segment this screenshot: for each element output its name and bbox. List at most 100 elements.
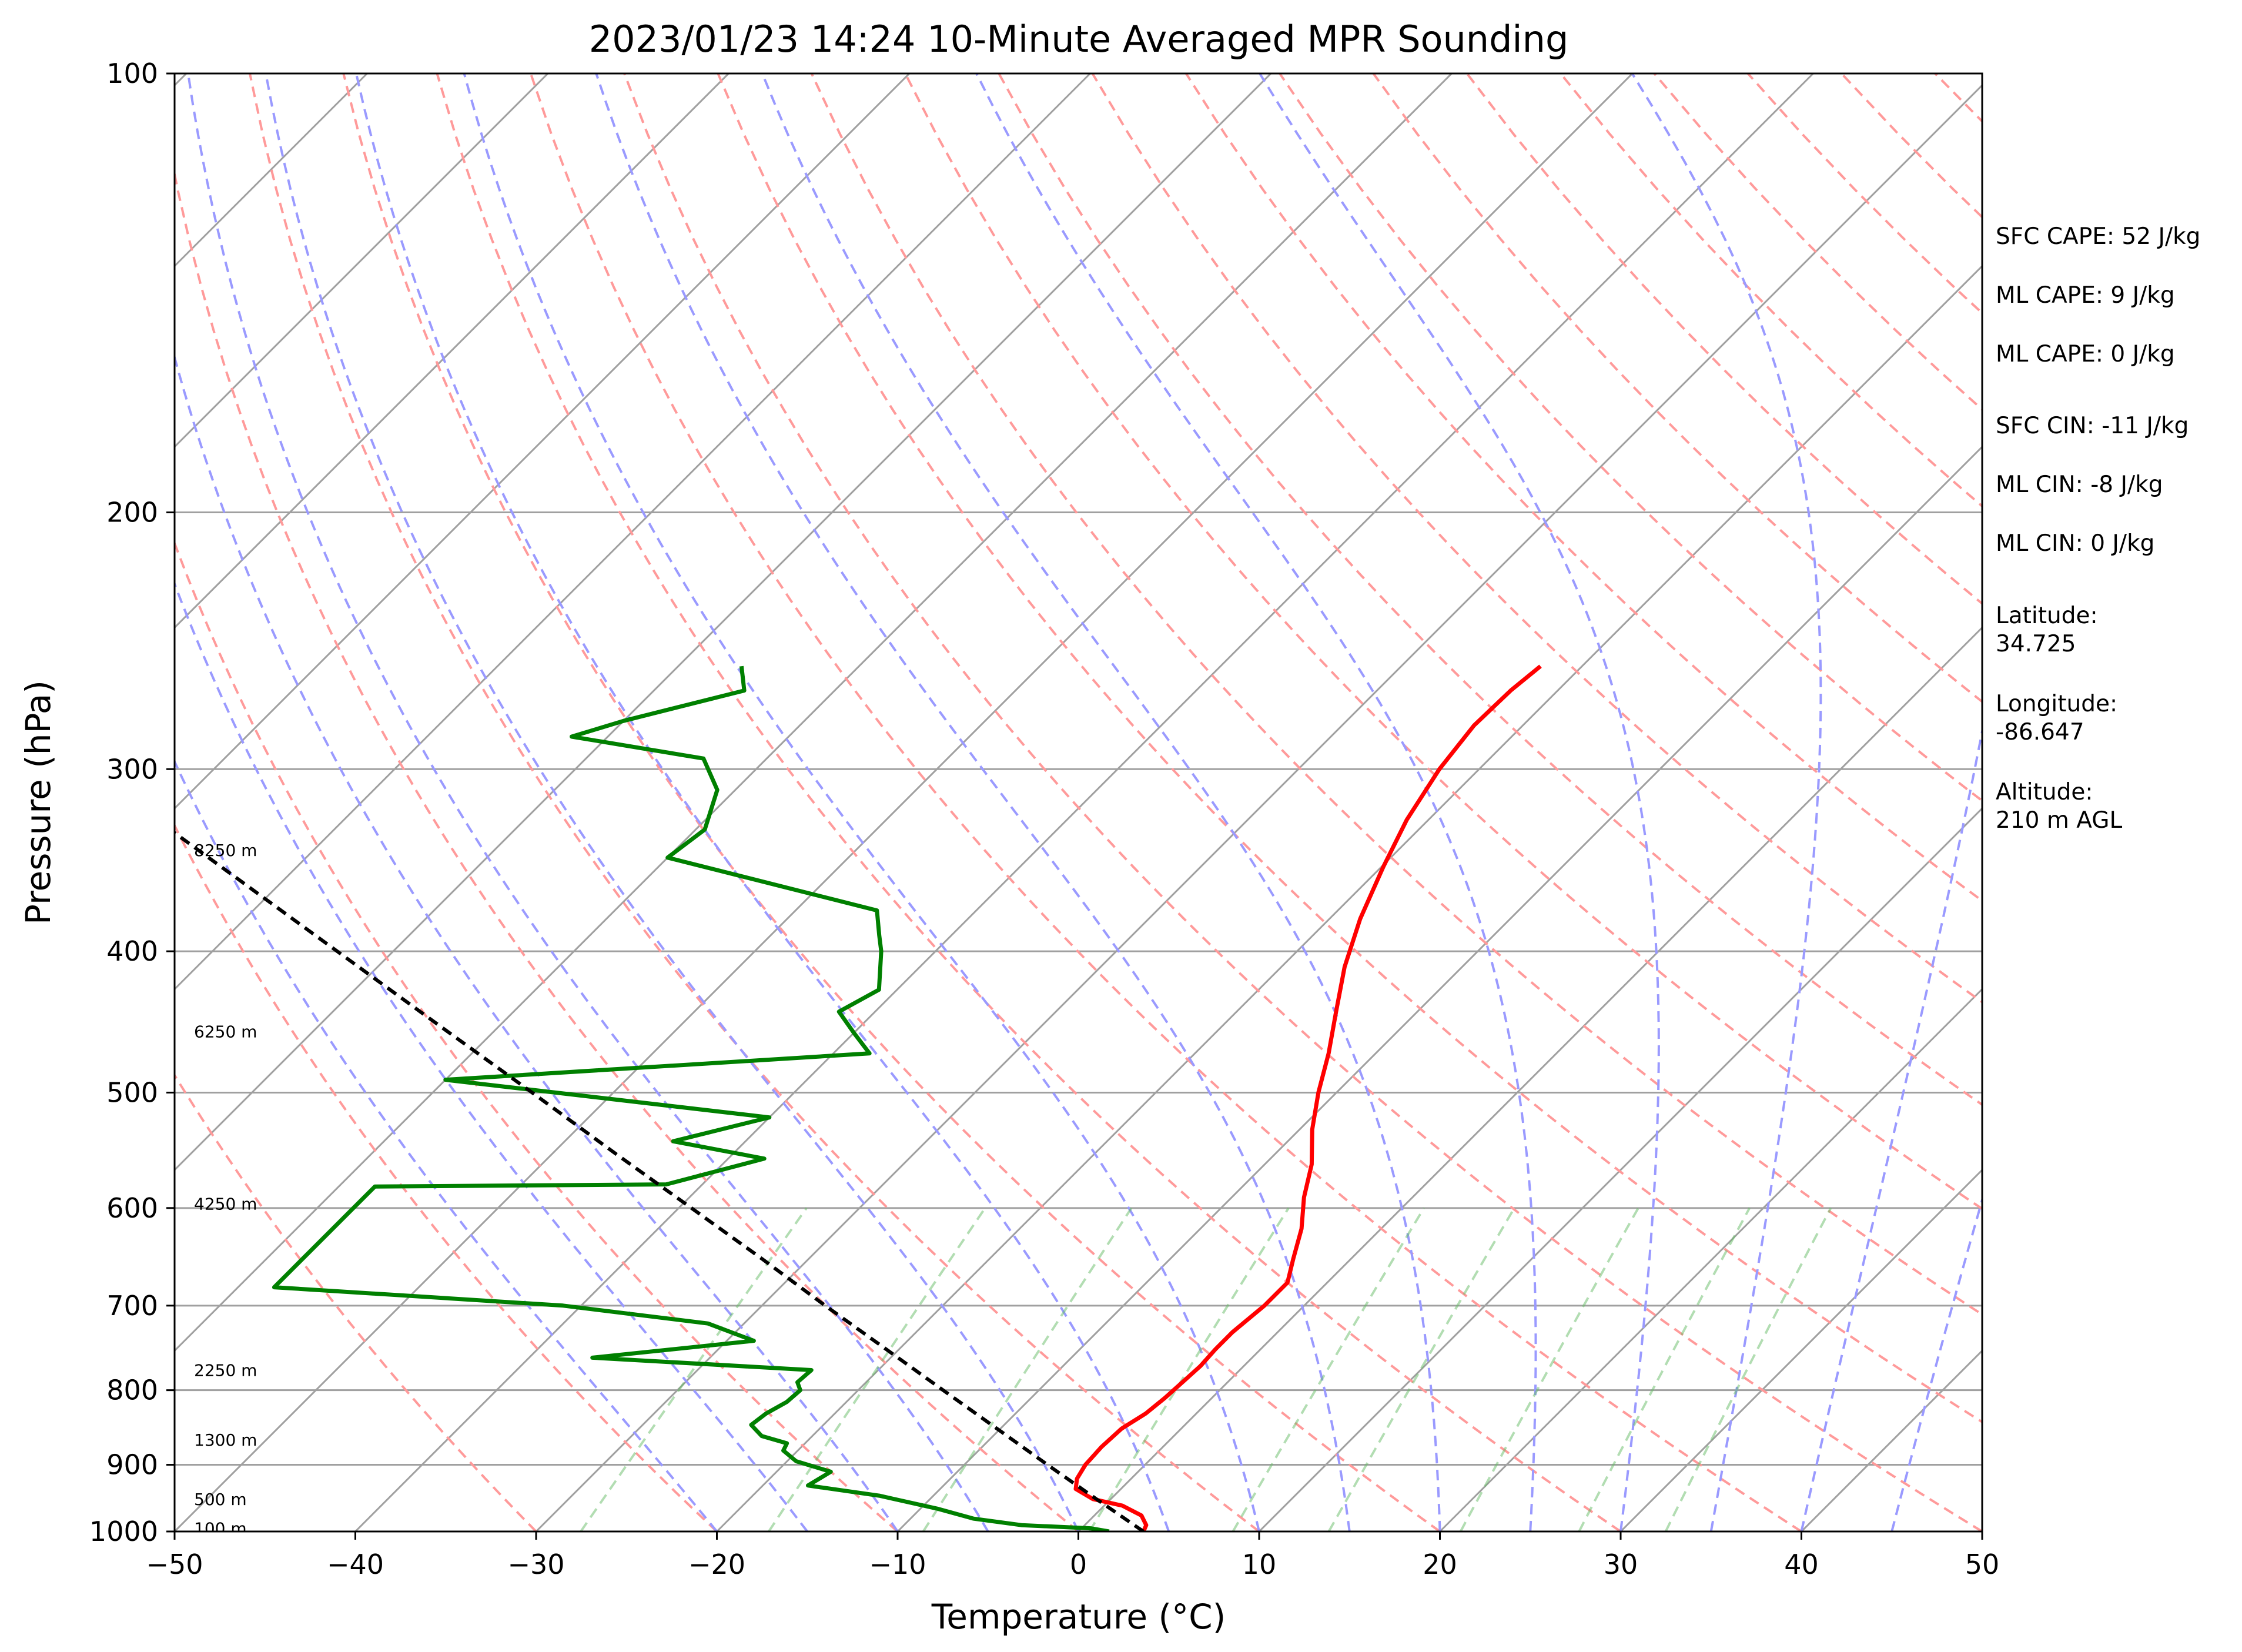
mixing-ratio-line [768,1207,986,1531]
moist-adiabat-line [355,73,1170,1531]
isotherm-line [175,73,1634,1531]
latitude-label: Latitude: [1996,603,2098,629]
dry-adiabat-line [175,822,718,1531]
y-tick-label: 900 [106,1449,158,1481]
moist-adiabat-line [1890,1195,1982,1531]
x-tick-label: 50 [1965,1549,2000,1580]
isotherm-line [354,73,1814,1531]
sounding-profiles [175,664,1542,1531]
longitude-value: -86.647 [1996,719,2084,745]
mixing-ratio-line [1459,1207,1639,1531]
dry-adiabat-line [1372,73,1982,704]
dry-adiabat-line [436,73,1622,1531]
height-label: 6250 m [194,1022,257,1041]
y-tick-label: 700 [106,1290,158,1322]
moist-adiabat-line [761,73,1441,1531]
moist-adiabat-line [1800,725,1982,1531]
skewed-isotherms [175,73,1982,1531]
x-tick-label: −50 [146,1549,203,1580]
height-label: 8250 m [194,841,257,860]
isotherm-line [1258,807,1982,1531]
dry-adiabat-line [1279,73,1982,802]
y-axis-label: Pressure (hPa) [18,680,58,925]
y-tick-label: 300 [106,753,158,785]
moist-adiabat-line [175,580,808,1531]
parcel-profile [175,830,1145,1531]
dry-adiabat-line [904,73,1982,1210]
y-tick-label: 400 [106,935,158,967]
height-label: 1300 m [194,1430,257,1450]
ml-cape-text-2: ML CAPE: 0 J/kg [1996,341,2175,367]
dry-adiabat-line [175,168,1079,1531]
x-axis-label: Temperature (°C) [931,1597,1226,1637]
dry-adiabat-line [175,1073,537,1531]
mixing-ratio-line [1578,1207,1751,1531]
height-label: 4250 m [194,1195,257,1214]
dry-adiabat-line [342,73,1441,1531]
dry-adiabat-line [249,73,1260,1531]
y-tick-label: 200 [106,497,158,529]
y-tick-label: 500 [106,1076,158,1108]
longitude-label: Longitude: [1996,691,2117,717]
isotherm-line [896,445,1982,1531]
x-tick-label: −40 [327,1549,384,1580]
isotherm-line [1619,1168,1982,1531]
x-tick-label: 0 [1070,1549,1087,1580]
dry-adiabat-line [175,540,899,1531]
height-label: 2250 m [194,1360,257,1380]
y-tick-label: 1000 [89,1516,158,1547]
x-tick-label: −20 [688,1549,745,1580]
isotherm-line [175,73,1091,991]
y-tick-label: 600 [106,1192,158,1224]
altitude-value: 210 m AGL [1996,807,2122,834]
dewpoint-profile [272,666,1110,1531]
isotherm-line [175,73,1272,1172]
height-labels: 100 m 500 m 1300 m 2250 m 4250 m 6250 m 8250 m [194,841,257,1539]
dry-adiabats [175,73,1982,1531]
mixing-ratio-line [1664,1207,1832,1531]
moist-adiabat-line [1631,73,1822,1531]
isotherm-line [535,83,1982,1531]
moist-adiabat-line [175,353,899,1531]
x-tick-label: 10 [1242,1549,1277,1580]
y-axis: 1000 900 800 700 600 500 400 300 200 100 [89,58,175,1547]
height-label: 100 m [194,1519,247,1539]
dry-adiabat-line [810,73,1982,1316]
ml-cape-text: ML CAPE: 9 J/kg [1996,282,2175,309]
x-tick-label: −30 [507,1549,564,1580]
isotherm-line [175,73,730,629]
y-tick-label: 800 [106,1375,158,1406]
ml-cin-text: ML CIN: -8 J/kg [1996,471,2163,498]
y-tick-label: 100 [106,58,158,89]
isotherm-line [175,73,1453,1352]
plot-area: 100 m 500 m 1300 m 2250 m 4250 m 6250 m 8250 m [175,73,1982,1539]
isotherm-line [716,265,1982,1531]
x-tick-label: −10 [869,1549,926,1580]
mixing-ratio-lines [580,1207,1832,1531]
isotherm-line [175,73,911,810]
x-tick-label: 20 [1423,1549,1457,1580]
sounding-info-panel: SFC CAPE: 52 J/kg ML CAPE: 9 J/kg ML CAP… [1996,223,2200,834]
x-tick-label: 40 [1784,1549,1819,1580]
chart-title: 2023/01/23 14:24 10-Minute Averaged MPR … [589,18,1569,61]
isotherm-line [175,73,549,449]
sfc-cin-text: SFC CIN: -11 J/kg [1996,413,2189,439]
x-axis: −50 −40 −30 −20 −10 0 10 20 30 40 50 [146,1531,1999,1580]
mixing-ratio-line [1327,1207,1515,1531]
dry-adiabat-line [529,73,1802,1531]
mixing-ratio-line [1232,1207,1425,1531]
height-label: 500 m [194,1490,247,1509]
sfc-cape-text: SFC CAPE: 52 J/kg [1996,223,2200,250]
latitude-value: 34.725 [1996,631,2076,657]
temperature-profile [1073,664,1542,1531]
moist-adiabat-line [975,73,1537,1531]
moist-adiabat-line [463,73,1260,1531]
moist-adiabat-line [1259,73,1660,1531]
moist-adiabat-line [187,73,989,1531]
ml-cin-text-2: ML CIN: 0 J/kg [1996,530,2154,557]
dry-adiabat-line [623,73,1982,1531]
x-tick-label: 30 [1604,1549,1638,1580]
moist-adiabat-line [595,73,1351,1531]
